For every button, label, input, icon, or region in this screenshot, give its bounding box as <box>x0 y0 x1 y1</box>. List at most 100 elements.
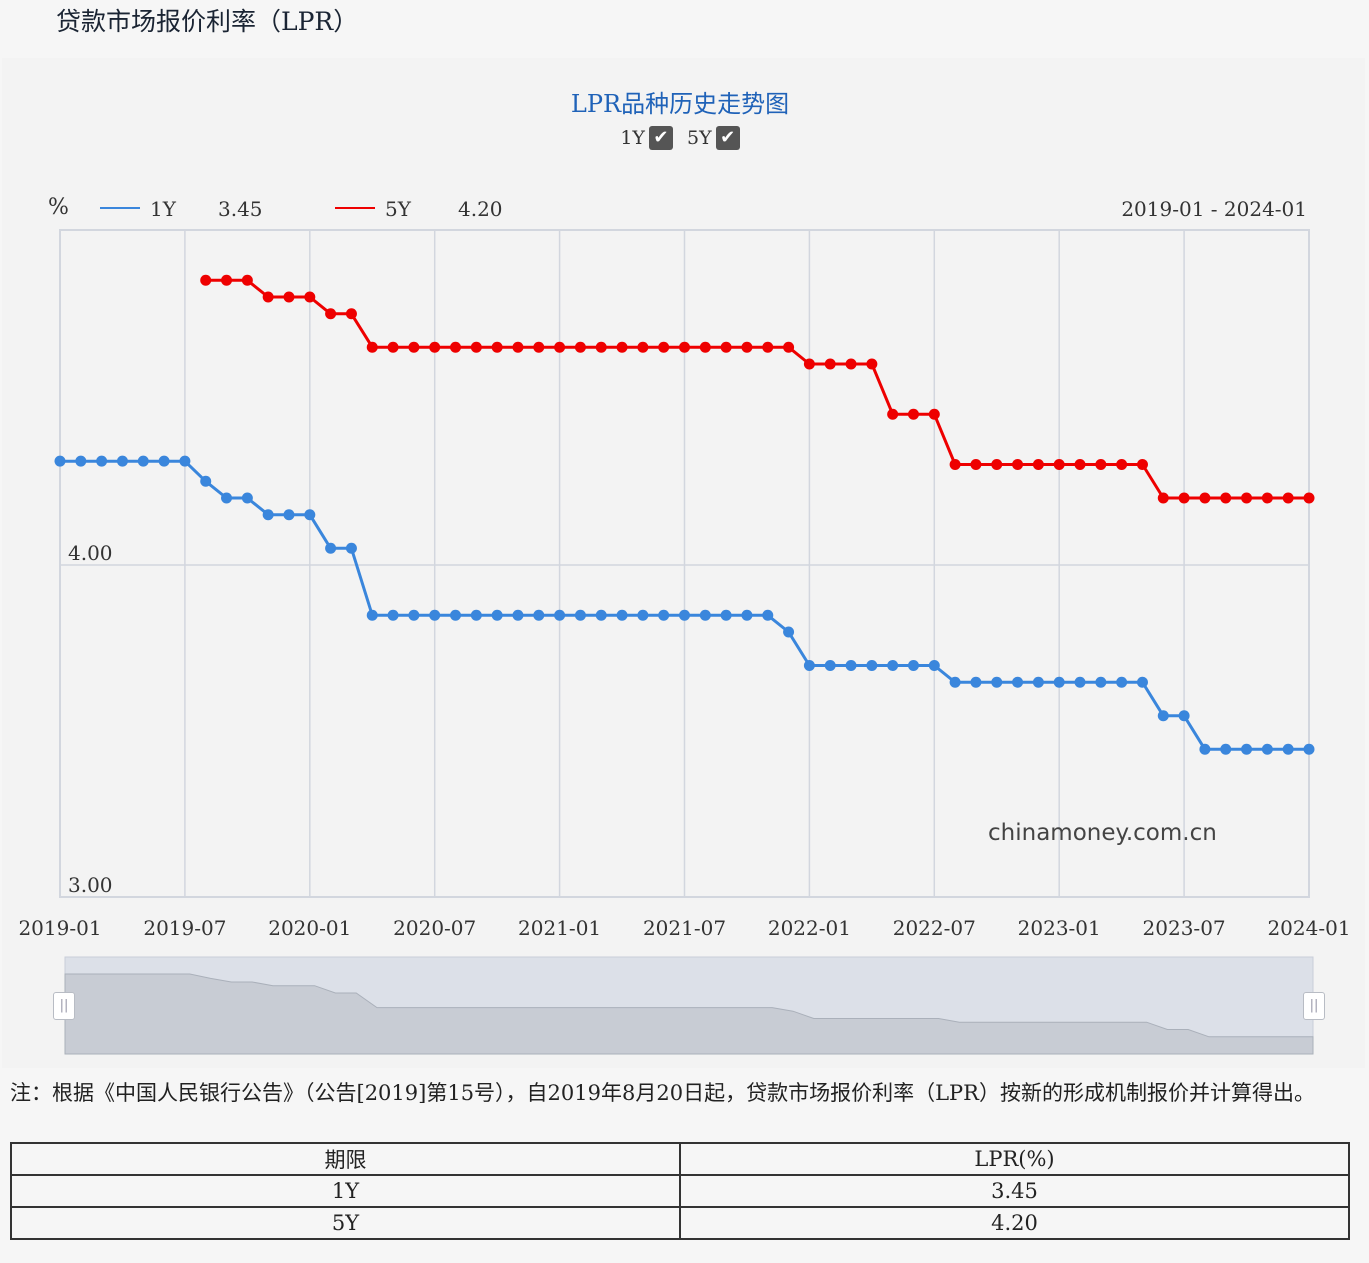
legend-1y-name: 1Y <box>150 197 177 221</box>
data-point-5y <box>262 291 274 303</box>
page-title: 贷款市场报价利率（LPR） <box>56 7 359 36</box>
data-point-5y <box>949 459 961 470</box>
data-point-5y <box>491 341 503 353</box>
data-point-1y <box>450 609 462 621</box>
data-point-1y <box>96 455 108 467</box>
data-point-1y <box>907 660 919 671</box>
data-point-1y <box>1157 710 1169 722</box>
x-tick-label: 2020-01 <box>268 916 351 940</box>
header-lpr: LPR(%) <box>679 1142 1350 1176</box>
data-point-5y <box>658 341 670 353</box>
data-point-5y <box>366 341 378 353</box>
data-point-1y <box>345 542 357 554</box>
data-point-1y <box>595 609 607 621</box>
data-point-1y <box>325 542 337 554</box>
toggle-1y-checkbox[interactable]: ✔ <box>648 126 673 150</box>
chart-title: LPR品种历史走势图 <box>570 90 790 118</box>
data-point-5y <box>1074 459 1086 470</box>
data-point-1y <box>991 676 1003 688</box>
table-header-row: 期限 LPR(%) <box>10 1142 1350 1176</box>
data-point-1y <box>741 609 753 621</box>
toggle-5y[interactable]: 5Y ✔ <box>687 126 740 150</box>
data-point-1y <box>533 609 545 621</box>
data-point-1y <box>512 609 524 621</box>
x-tick-label: 2021-07 <box>643 916 726 940</box>
data-point-1y <box>1032 676 1044 688</box>
lpr-line-chart: % 1Y 3.45 5Y 4.20 2019-01 - 2024-01 2019… <box>18 195 1351 1055</box>
data-point-1y <box>1282 743 1294 755</box>
lpr-table: 期限 LPR(%) 1Y 3.45 5Y 4.20 <box>10 1142 1350 1240</box>
data-point-5y <box>699 341 711 353</box>
data-point-1y <box>1220 743 1232 755</box>
data-point-1y <box>554 609 566 621</box>
data-point-5y <box>533 341 545 353</box>
data-point-5y <box>866 358 878 370</box>
table-row: 5Y 4.20 <box>10 1206 1350 1240</box>
data-point-5y <box>991 459 1003 470</box>
data-point-1y <box>679 609 690 621</box>
data-point-5y <box>450 341 462 353</box>
data-point-1y <box>1178 710 1190 722</box>
data-point-1y <box>75 455 87 467</box>
data-point-1y <box>241 492 253 504</box>
date-range-label: 2019-01 - 2024-01 <box>1121 197 1307 221</box>
toggle-1y[interactable]: 1Y ✔ <box>620 126 673 150</box>
zoom-handle-left[interactable]: || <box>53 992 75 1020</box>
chart-panel <box>2 58 1365 1068</box>
data-point-5y <box>1178 492 1190 504</box>
data-point-1y <box>949 676 961 688</box>
data-point-5y <box>720 341 732 353</box>
data-point-5y <box>741 341 753 353</box>
data-point-1y <box>283 509 295 521</box>
zoom-preview-area <box>64 973 1314 1055</box>
data-point-5y <box>824 358 836 370</box>
data-point-5y <box>200 274 212 286</box>
y-tick-label: 3.00 <box>68 873 113 897</box>
data-point-1y <box>304 509 316 521</box>
data-point-1y <box>1074 676 1086 688</box>
data-point-5y <box>429 341 441 353</box>
header-term: 期限 <box>10 1142 681 1176</box>
data-point-1y <box>1303 743 1315 755</box>
cell-term: 1Y <box>10 1174 681 1208</box>
data-point-5y <box>221 274 233 286</box>
x-tick-label: 2019-07 <box>143 916 226 940</box>
zoom-handle-right[interactable]: || <box>1303 992 1325 1020</box>
data-point-1y <box>803 660 815 671</box>
x-tick-label: 2023-07 <box>1143 916 1226 940</box>
data-point-1y <box>470 609 482 621</box>
data-point-5y <box>783 341 795 353</box>
data-point-1y <box>1261 743 1273 755</box>
table-row: 1Y 3.45 <box>10 1174 1350 1208</box>
data-point-5y <box>241 274 253 286</box>
x-tick-label: 2022-01 <box>768 916 851 940</box>
data-point-5y <box>512 341 524 353</box>
data-point-5y <box>345 308 357 320</box>
data-point-5y <box>1012 459 1024 470</box>
y-tick-label: 4.00 <box>68 541 113 565</box>
data-point-5y <box>616 341 628 353</box>
toggle-5y-label: 5Y <box>687 127 712 149</box>
data-point-5y <box>470 341 482 353</box>
data-point-5y <box>304 291 316 303</box>
data-point-1y <box>158 455 170 467</box>
data-point-5y <box>1032 459 1044 470</box>
data-point-5y <box>1282 492 1294 504</box>
data-point-1y <box>783 626 795 638</box>
x-tick-label: 2024-01 <box>1267 916 1350 940</box>
legend-5y-name: 5Y <box>385 197 412 221</box>
data-point-5y <box>1303 492 1315 504</box>
data-point-5y <box>1053 459 1065 470</box>
data-point-1y <box>1095 676 1107 688</box>
x-tick-label: 2021-01 <box>518 916 601 940</box>
data-point-1y <box>408 609 420 621</box>
data-point-1y <box>699 609 711 621</box>
data-point-5y <box>1157 492 1169 504</box>
toggle-5y-checkbox[interactable]: ✔ <box>715 126 740 150</box>
x-axis-labels: 2019-01 2019-07 2020-01 2020-07 2021-01 2021-… <box>18 916 1350 940</box>
data-point-5y <box>1136 459 1148 470</box>
data-point-1y <box>845 660 857 671</box>
data-point-1y <box>54 455 66 467</box>
data-point-1y <box>824 660 836 671</box>
data-point-5y <box>325 308 337 320</box>
